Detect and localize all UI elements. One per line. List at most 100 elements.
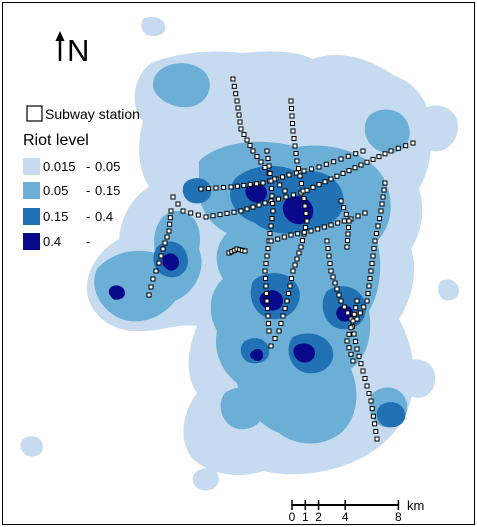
subway-station-marker xyxy=(327,261,333,266)
subway-station-marker xyxy=(346,331,352,337)
subway-station-marker xyxy=(309,166,314,172)
subway-station-marker xyxy=(224,210,230,216)
subway-station-marker xyxy=(369,261,375,266)
subway-station-marker xyxy=(410,140,416,146)
subway-station-marker xyxy=(244,137,250,143)
subway-station-marker xyxy=(244,206,250,212)
subway-station-marker xyxy=(156,260,162,266)
subway-station-marker xyxy=(146,292,152,298)
riot-zone-e-light xyxy=(438,279,459,301)
subway-station-marker xyxy=(343,211,349,217)
subway-station-marker xyxy=(300,238,305,243)
subway-station-marker xyxy=(280,313,286,319)
subway-stations xyxy=(146,76,416,442)
subway-station-marker xyxy=(368,268,374,274)
subway-station-marker xyxy=(268,238,274,244)
subway-station-marker xyxy=(250,148,256,154)
riot-zone-core-4 xyxy=(293,343,315,363)
legend-class-3-to: 0.4 xyxy=(95,209,113,224)
subway-station-marker xyxy=(198,186,204,192)
riot-zone-w-light xyxy=(20,436,43,457)
subway-station-marker xyxy=(353,151,359,157)
subway-station-marker xyxy=(338,198,344,204)
subway-station-marker xyxy=(356,353,362,359)
subway-station-marker xyxy=(292,262,298,268)
subway-station-marker xyxy=(366,391,372,396)
subway-station-marker xyxy=(328,222,334,228)
subway-station-marker xyxy=(351,311,357,317)
subway-station-marker xyxy=(235,105,241,111)
subway-station-marker xyxy=(381,187,387,193)
legend-swatch-3 xyxy=(23,208,40,225)
north-arrow-icon xyxy=(55,31,65,61)
subway-station-marker xyxy=(328,176,334,182)
riot-zone-core-7 xyxy=(108,285,125,300)
riot-zone-s-light xyxy=(192,468,219,491)
subway-station-marker xyxy=(254,154,260,159)
subway-station-marker xyxy=(277,182,283,188)
subway-station-marker xyxy=(353,305,359,311)
subway-station-marker xyxy=(345,310,351,316)
subway-station-marker xyxy=(341,205,347,211)
subway-station-marker xyxy=(348,351,354,357)
subway-station-marker xyxy=(348,325,354,331)
north-label: N xyxy=(67,33,89,68)
subway-station-marker xyxy=(290,268,296,274)
subway-station-marker xyxy=(354,298,360,304)
subway-station-marker xyxy=(290,121,295,126)
subway-station-marker xyxy=(272,336,278,341)
riot-zone-core-8 xyxy=(250,348,263,362)
subway-station-marker xyxy=(247,182,253,188)
subway-station-marker xyxy=(247,143,253,148)
subway-station-marker xyxy=(269,216,275,221)
subway-station-marker xyxy=(160,246,166,252)
subway-station-marker xyxy=(268,223,274,229)
subway-station-marker xyxy=(262,200,268,206)
north-arrow: N xyxy=(55,31,89,68)
subway-station-marker xyxy=(351,331,357,337)
subway-station-marker xyxy=(304,218,310,224)
subway-station-marker xyxy=(230,76,236,82)
subway-station-marker xyxy=(290,128,296,134)
subway-station-marker xyxy=(270,208,276,214)
subway-station-marker xyxy=(237,119,243,125)
subway-station-marker xyxy=(268,343,274,349)
subway-station-marker xyxy=(331,159,337,165)
subway-station-marker xyxy=(370,413,376,419)
subway-station-marker xyxy=(188,210,194,216)
legend-class-3: 0.15 - 0.4 xyxy=(23,208,113,225)
subway-station-marker xyxy=(263,261,269,266)
subway-station-marker xyxy=(262,165,268,170)
subway-station-marker xyxy=(324,238,330,244)
subway-station-marker xyxy=(366,283,372,289)
subway-station-marker xyxy=(322,179,328,185)
scale-tick-label: 1 xyxy=(302,510,309,524)
subway-station-marker xyxy=(289,276,294,281)
scale-tick-label: 0 xyxy=(289,510,296,524)
subway-station-marker xyxy=(264,148,270,154)
subway-station-marker xyxy=(283,194,289,200)
subway-station-marker xyxy=(341,218,347,224)
subway-station-marker xyxy=(167,221,173,227)
subway-station-marker xyxy=(362,210,368,216)
subway-station-marker xyxy=(281,234,287,240)
subway-station-marker xyxy=(293,151,299,156)
legend-class-2-from: 0.05 xyxy=(43,183,68,198)
legend-title: Riot level xyxy=(23,132,89,149)
subway-station-marker xyxy=(256,202,262,208)
subway-station-marker xyxy=(350,358,356,364)
subway-station-marker xyxy=(371,246,377,251)
riot-zone-se-high xyxy=(376,402,406,428)
riot-zone-core-6 xyxy=(162,253,179,271)
subway-station-marker xyxy=(303,211,309,216)
subway-station-marker xyxy=(269,193,275,199)
subway-station-marker xyxy=(167,215,173,221)
subway-station-marker xyxy=(264,298,270,304)
subway-station-marker xyxy=(374,436,380,442)
legend-class-1-sep: - xyxy=(86,159,90,174)
subway-station-marker xyxy=(328,268,334,274)
subway-station-marker xyxy=(250,204,256,210)
subway-station-marker xyxy=(353,339,358,344)
subway-station-marker xyxy=(195,212,201,218)
